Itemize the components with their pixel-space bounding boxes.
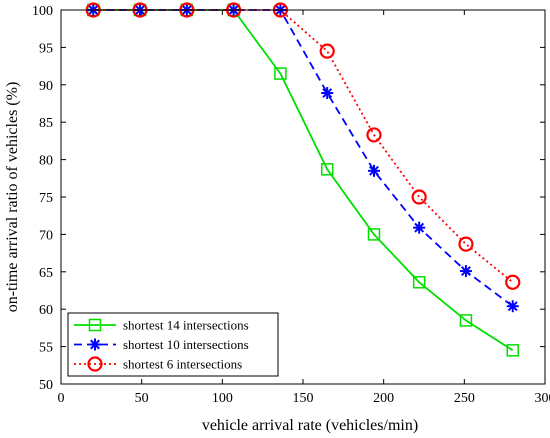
x-tick-label: 50	[135, 391, 149, 406]
legend-label: shortest 14 intersections	[123, 318, 249, 333]
legend-label: shortest 6 intersections	[123, 357, 242, 372]
y-tick-label: 50	[39, 378, 53, 393]
y-tick-label: 90	[39, 79, 53, 94]
data-point-circle	[366, 127, 382, 143]
x-tick-label: 100	[212, 391, 233, 406]
data-point-circle	[411, 189, 427, 205]
data-point-square	[506, 344, 519, 357]
y-tick-label: 95	[39, 41, 53, 56]
series-line	[93, 9, 514, 283]
data-point-circle	[458, 236, 474, 252]
y-tick-label: 100	[32, 4, 53, 19]
x-tick-label: 300	[535, 391, 550, 406]
data-point-circle	[319, 43, 335, 59]
series-line	[93, 9, 514, 307]
data-point-square	[320, 163, 334, 176]
data-point-asterisk	[89, 338, 101, 351]
legend-label: shortest 10 intersections	[123, 337, 249, 352]
legend-entry-asterisk: shortest 10 intersections	[74, 337, 249, 352]
y-tick-label: 70	[39, 228, 53, 243]
data-point-circle	[87, 356, 103, 372]
data-point-square	[88, 318, 102, 332]
y-axis-label: on-time arrival ratio of vehicles (%)	[4, 82, 21, 313]
axes: 0 50 100 150 200 250 300 50 55 60 65 70 75 80 85 90 95 10…	[32, 4, 550, 406]
data-point-square	[367, 228, 381, 241]
series-circle	[85, 2, 521, 290]
data-point-asterisk	[506, 300, 519, 313]
data-point-square	[412, 276, 426, 289]
data-point-asterisk	[321, 87, 334, 100]
x-axis-label: vehicle arrival rate (vehicles/min)	[202, 417, 418, 434]
legend-entry-circle: shortest 6 intersections	[74, 356, 242, 372]
data-point-circle	[505, 274, 521, 290]
x-tick-label: 0	[58, 391, 65, 406]
data-point-square	[274, 67, 287, 80]
y-tick-label: 55	[39, 341, 53, 356]
data-point-asterisk	[367, 164, 380, 177]
y-tick-label: 75	[39, 191, 53, 206]
y-tick-label: 65	[39, 266, 53, 281]
series-square	[87, 3, 519, 357]
series-asterisk	[87, 4, 519, 313]
x-tick-label: 150	[293, 391, 314, 406]
data-point-asterisk	[413, 221, 426, 234]
data-point-asterisk	[459, 265, 472, 278]
y-tick-label: 60	[39, 303, 53, 318]
x-tick-label: 250	[454, 391, 475, 406]
y-tick-label: 80	[39, 154, 53, 169]
y-tick-label: 85	[39, 116, 53, 131]
legend: shortest 14 intersections shortest 10 int…	[67, 312, 279, 377]
data-point-square	[459, 314, 473, 327]
series-line	[93, 9, 514, 352]
plot-area	[85, 2, 521, 357]
x-tick-label: 200	[373, 391, 394, 406]
legend-entry-square: shortest 14 intersections	[74, 318, 249, 333]
